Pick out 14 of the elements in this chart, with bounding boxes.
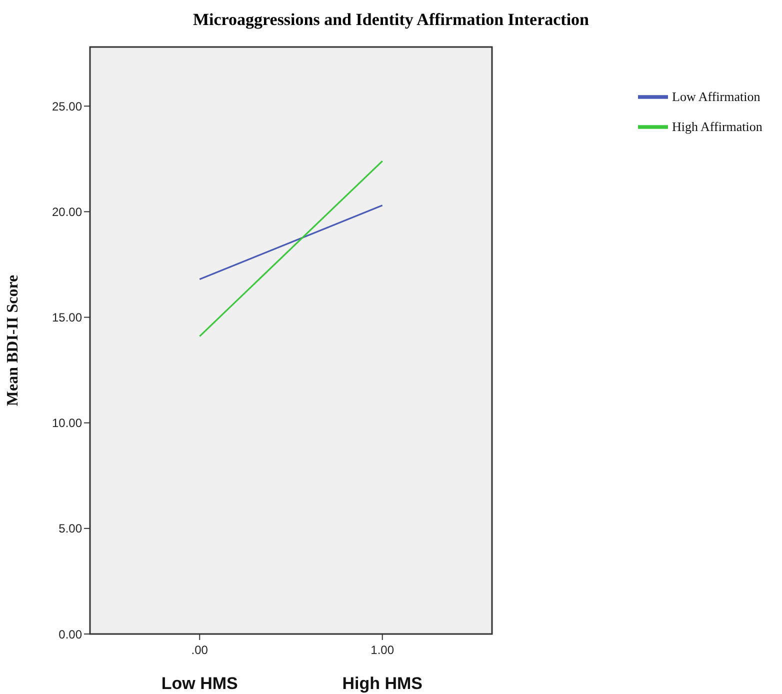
y-tick-label: 25.00 (52, 99, 82, 114)
x-tick-label: .00 (191, 643, 208, 657)
y-tick-label: 20.00 (52, 204, 82, 219)
y-tick-label: 5.00 (58, 522, 82, 536)
legend-label: Low Affirmation (672, 88, 760, 104)
chart-title: Microaggressions and Identity Affirmation Interaction (192, 10, 590, 30)
y-tick-label: 0.00 (58, 627, 82, 642)
x-tick-label: 1.00 (370, 643, 394, 657)
text: High HMS (342, 674, 423, 693)
y-axis-title: Mean BDI-II Score (4, 274, 22, 406)
y-tick-label: 15.00 (52, 310, 82, 325)
legend-label: High Affirmation (672, 118, 762, 134)
text: Low HMS (161, 674, 238, 693)
y-tick-label: 10.00 (52, 416, 82, 430)
